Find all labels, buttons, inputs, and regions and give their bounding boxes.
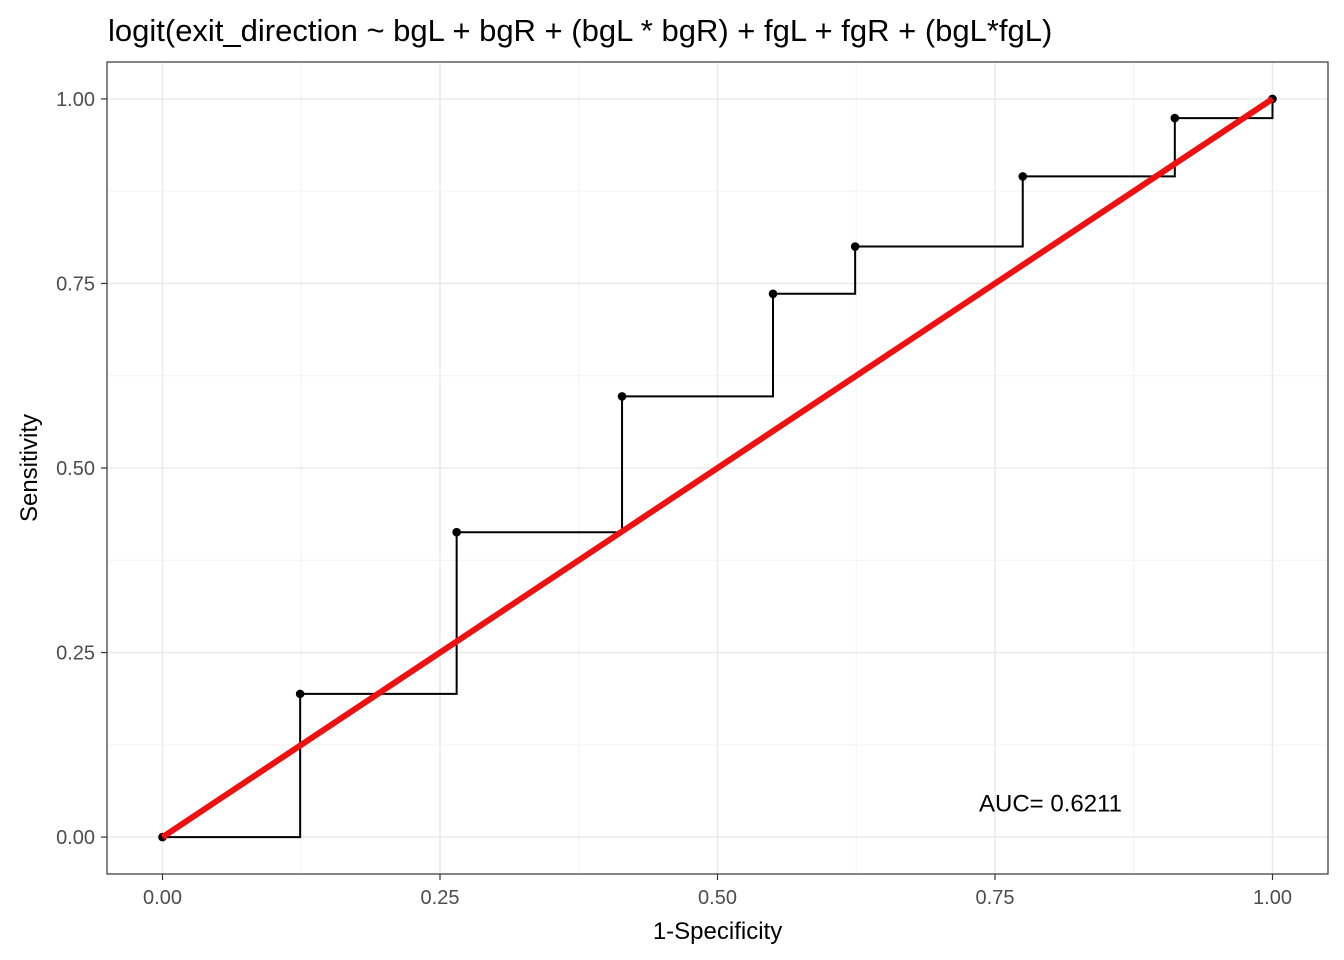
roc-point: [768, 289, 778, 299]
x-tick-label: 0.00: [143, 887, 182, 909]
roc-point: [1018, 172, 1028, 181]
y-axis-title: Sensitivity: [16, 414, 43, 522]
y-tick-label: 0.75: [56, 273, 95, 295]
y-tick-label: 0.50: [56, 458, 95, 480]
x-tick-label: 0.50: [698, 887, 737, 909]
y-tick-label: 1.00: [56, 89, 95, 111]
auc-annotation: AUC= 0.6211: [979, 790, 1122, 817]
y-tick-label: 0.25: [56, 643, 95, 665]
y-axis: 0.00 0.25 0.50 0.75 1.00: [56, 89, 107, 849]
roc-point: [452, 527, 461, 537]
x-axis: 0.00 0.25 0.50 0.75 1.00: [143, 874, 1292, 909]
x-tick-label: 0.75: [976, 887, 1015, 909]
roc-point: [617, 392, 627, 401]
roc-point: [1170, 113, 1180, 123]
grid-major: [107, 62, 1328, 874]
x-axis-title: 1-Specificity: [653, 918, 782, 945]
y-tick-label: 0.00: [56, 827, 95, 849]
series-layer: [158, 94, 1277, 842]
x-tick-label: 0.25: [421, 887, 460, 909]
roc-point: [295, 689, 305, 699]
chart-title: logit(exit_direction ~ bgL + bgR + (bgL …: [108, 13, 1052, 48]
reference-line: [160, 96, 1275, 840]
roc-point: [850, 242, 860, 251]
x-tick-label: 1.00: [1253, 887, 1292, 909]
